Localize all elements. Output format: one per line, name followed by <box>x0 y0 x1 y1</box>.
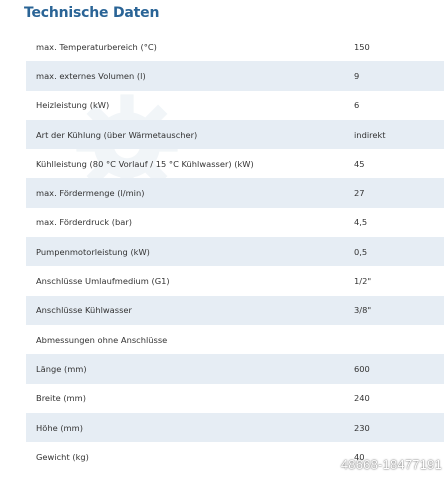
table-row: Art der Kühlung (über Wärmetauscher) ind… <box>26 119 444 150</box>
row-value: 27 <box>354 188 365 199</box>
row-value: indirekt <box>354 129 386 140</box>
row-value: 230 <box>354 422 370 433</box>
row-label: Anschlüsse Kühlwasser <box>36 305 132 316</box>
table-row: Länge (mm) 600 <box>26 354 444 384</box>
table-row: max. Förderdruck (bar) 4,5 <box>26 208 444 237</box>
row-label: max. Förderdruck (bar) <box>36 217 132 228</box>
table-row: max. Temperaturbereich (°C) 150 <box>26 32 444 61</box>
table-row: max. Fördermenge (l/min) 27 <box>26 178 444 208</box>
row-label: Kühlleistung (80 °C Vorlauf / 15 °C Kühl… <box>36 158 254 169</box>
row-label: Breite (mm) <box>36 393 86 404</box>
row-value: 150 <box>354 41 370 52</box>
row-value: 6 <box>354 100 360 111</box>
table-row: Abmessungen ohne Anschlüsse <box>26 325 444 354</box>
row-label: Abmessungen ohne Anschlüsse <box>36 334 168 345</box>
row-label: max. externes Volumen (l) <box>36 70 146 81</box>
row-label: Gewicht (kg) <box>36 451 89 462</box>
table-row: Pumpenmotorleistung (kW) 0,5 <box>26 237 444 267</box>
row-label: Anschlüsse Umlaufmedium (G1) <box>36 276 170 287</box>
row-value: 0,5 <box>354 246 368 257</box>
watermark-text: 48668-18477191 <box>340 457 442 472</box>
spec-table: max. Temperaturbereich (°C) 150 max. ext… <box>26 32 444 471</box>
row-label: Höhe (mm) <box>36 422 83 433</box>
row-value: 600 <box>354 363 370 374</box>
table-row: Kühlleistung (80 °C Vorlauf / 15 °C Kühl… <box>26 149 444 178</box>
row-value: 3/8" <box>354 305 372 316</box>
row-label: Heizleistung (kW) <box>36 100 110 111</box>
row-label: max. Temperaturbereich (°C) <box>36 41 157 52</box>
table-row: max. externes Volumen (l) 9 <box>26 61 444 91</box>
table-row: Höhe (mm) 230 <box>26 412 444 443</box>
row-label: Pumpenmotorleistung (kW) <box>36 246 150 257</box>
row-value: 9 <box>354 70 360 81</box>
table-row: Breite (mm) 240 <box>26 384 444 413</box>
row-label: Art der Kühlung (über Wärmetauscher) <box>36 129 198 140</box>
page-title: Technische Daten <box>24 5 160 21</box>
row-label: max. Fördermenge (l/min) <box>36 188 145 199</box>
row-value: 4,5 <box>354 217 368 228</box>
row-value: 240 <box>354 393 370 404</box>
row-value: 40 <box>354 451 365 462</box>
table-row: Anschlüsse Umlaufmedium (G1) 1/2" <box>26 266 444 295</box>
row-value: 1/2" <box>354 276 372 287</box>
row-value: 45 <box>354 158 365 169</box>
table-row: Anschlüsse Kühlwasser 3/8" <box>26 295 444 325</box>
row-label: Länge (mm) <box>36 363 87 374</box>
table-row: Gewicht (kg) 40 <box>26 442 444 471</box>
table-row: Heizleistung (kW) 6 <box>26 91 444 120</box>
